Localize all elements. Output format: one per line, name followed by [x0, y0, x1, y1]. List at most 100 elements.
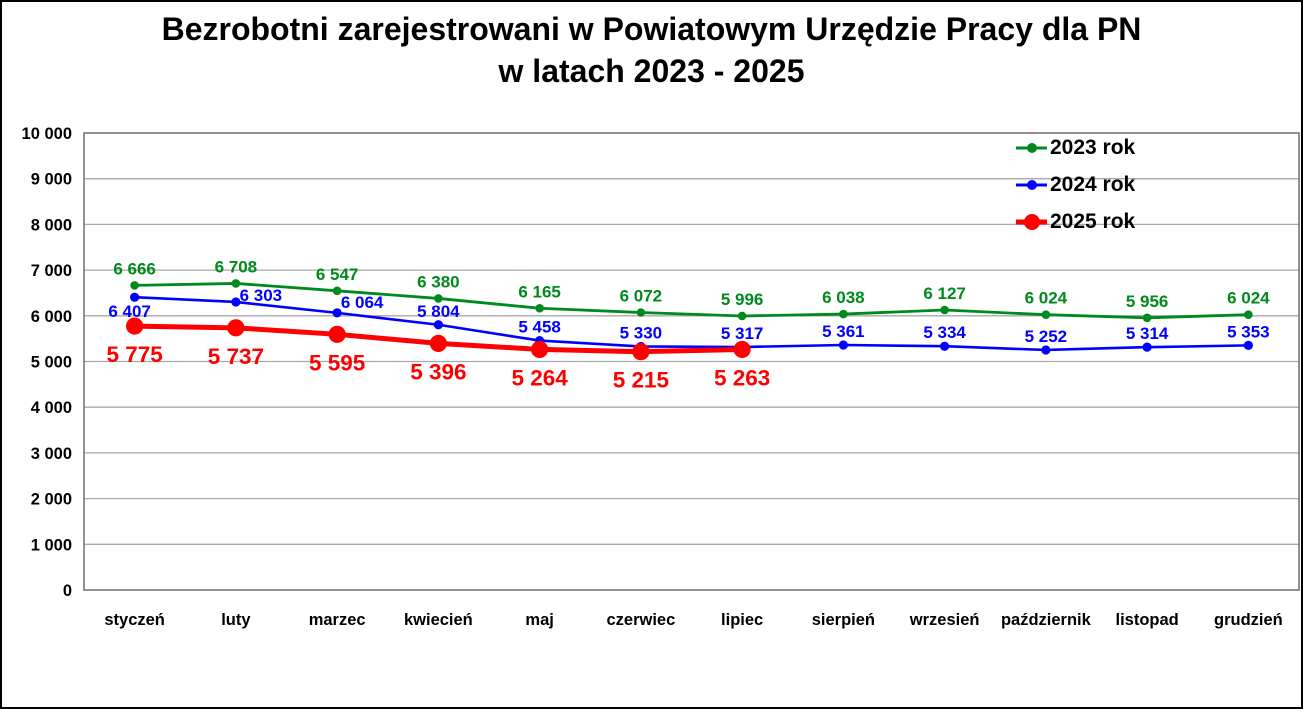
value-label-2025-rok-czerwiec: 5 215 [613, 368, 669, 393]
legend-marker-2023-icon [1016, 138, 1047, 158]
y-tick-label-1: 1 000 [31, 536, 72, 554]
point-2023-rok-październik [1041, 310, 1051, 320]
point-2023-rok-czerwiec [636, 308, 646, 317]
point-2025-rok-luty [227, 319, 245, 337]
x-tick-label-styczeń: styczeń [104, 611, 165, 629]
point-2025-rok-styczeń [126, 317, 144, 335]
point-2024-rok-sierpień [838, 340, 848, 350]
legend-label-2023: 2023 rok [1050, 136, 1136, 159]
value-label-2025-rok-marzec: 5 595 [309, 350, 365, 375]
value-label-2024-rok-grudzień: 5 353 [1227, 322, 1270, 341]
x-tick-label-luty: luty [221, 611, 251, 629]
point-2024-rok-kwiecień [433, 320, 443, 330]
value-label-2025-rok-styczeń: 5 775 [106, 342, 162, 367]
x-tick-label-czerwiec: czerwiec [606, 611, 675, 629]
x-tick-label-październik: październik [1001, 611, 1092, 629]
point-2023-rok-lipiec [737, 311, 747, 321]
value-label-2023-rok-sierpień: 6 038 [822, 288, 865, 307]
value-label-2023-rok-grudzień: 6 024 [1227, 289, 1270, 308]
value-label-2024-rok-lipiec: 5 317 [721, 324, 764, 343]
value-label-2024-rok-kwiecień: 5 804 [417, 302, 460, 321]
point-2025-rok-marzec [328, 325, 346, 343]
point-2023-rok-styczeń [130, 281, 139, 290]
y-tick-label-9: 9 000 [31, 171, 72, 189]
point-2023-rok-marzec [332, 286, 342, 296]
x-tick-label-wrzesień: wrzesień [909, 611, 980, 629]
plot-border [83, 132, 1300, 591]
value-label-2023-rok-listopad: 5 956 [1126, 292, 1169, 311]
value-label-2024-rok-październik: 5 252 [1025, 327, 1068, 346]
point-2025-rok-maj [531, 340, 549, 359]
point-2023-rok-maj [535, 303, 544, 313]
y-tick-label-7: 7 000 [31, 262, 72, 280]
legend-item-2024: 2024 rok [1016, 173, 1135, 197]
value-label-2025-rok-lipiec: 5 263 [714, 365, 770, 390]
point-2023-rok-kwiecień [434, 294, 443, 303]
x-tick-label-maj: maj [525, 611, 553, 629]
line-2024-rok [134, 295, 1249, 352]
point-2023-rok-sierpień [839, 309, 848, 319]
legend-item-2025: 2025 rok [1016, 210, 1135, 234]
value-label-2023-rok-luty: 6 708 [215, 257, 258, 276]
point-2023-rok-luty [231, 279, 241, 288]
point-2024-rok-listopad [1142, 342, 1152, 352]
point-2023-rok-grudzień [1244, 310, 1253, 320]
value-label-2023-rok-lipiec: 5 996 [721, 290, 764, 309]
x-tick-label-lipiec: lipiec [721, 611, 763, 629]
chart-title: Bezrobotni zarejestrowani w Powiatowym U… [2, 8, 1301, 92]
point-2023-rok-listopad [1142, 313, 1152, 323]
y-tick-label-5: 5 000 [31, 354, 72, 372]
y-tick-label-2: 2 000 [31, 491, 72, 509]
x-tick-label-marzec: marzec [309, 611, 366, 629]
legend-label-2025: 2025 rok [1050, 210, 1136, 233]
y-tick-label-0: 0 [63, 582, 72, 600]
value-label-2024-rok-czerwiec: 5 330 [620, 323, 663, 342]
y-tick-label-6: 6 000 [31, 308, 72, 326]
chart-title-line1: Bezrobotni zarejestrowani w Powiatowym U… [161, 11, 1142, 47]
point-2024-rok-marzec [332, 308, 342, 318]
legend-marker-2024-icon [1016, 175, 1047, 195]
point-2024-rok-wrzesień [940, 341, 950, 351]
value-label-2023-rok-kwiecień: 6 380 [417, 272, 460, 291]
y-tick-label-8: 8 000 [31, 216, 72, 234]
point-2023-rok-wrzesień [940, 305, 949, 315]
line-2023-rok [134, 282, 1249, 320]
value-label-2024-rok-sierpień: 5 361 [822, 322, 865, 341]
legend-label-2024: 2024 rok [1050, 173, 1136, 196]
y-tick-label-4: 4 000 [31, 399, 72, 417]
value-label-2025-rok-maj: 5 264 [511, 365, 568, 390]
point-2024-rok-styczeń [130, 292, 140, 302]
value-label-2025-rok-luty: 5 737 [208, 344, 264, 369]
chart-legend: 2023 rok 2024 rok 2025 rok [1016, 136, 1135, 234]
y-tick-label-3: 3 000 [31, 445, 72, 463]
value-label-2023-rok-październik: 6 024 [1025, 289, 1068, 308]
value-label-2023-rok-czerwiec: 6 072 [620, 287, 663, 306]
value-label-2024-rok-marzec: 6 064 [341, 293, 384, 312]
value-label-2023-rok-maj: 6 165 [518, 282, 561, 301]
point-2024-rok-grudzień [1243, 340, 1253, 350]
value-label-2024-rok-styczeń: 6 407 [108, 302, 151, 321]
value-label-2024-rok-maj: 5 458 [518, 318, 561, 337]
value-label-2023-rok-styczeń: 6 666 [113, 259, 156, 278]
legend-marker-2025-icon [1016, 212, 1047, 232]
x-tick-label-sierpień: sierpień [812, 611, 875, 629]
x-tick-label-listopad: listopad [1115, 611, 1178, 629]
x-tick-label-kwiecień: kwiecień [404, 611, 473, 629]
value-label-2024-rok-wrzesień: 5 334 [923, 323, 966, 342]
chart-title-line2: w latach 2023 - 2025 [498, 53, 805, 89]
x-tick-label-grudzień: grudzień [1214, 611, 1283, 629]
value-label-2024-rok-luty: 6 303 [240, 286, 283, 305]
value-label-2024-rok-listopad: 5 314 [1126, 324, 1169, 343]
y-tick-label-10: 10 000 [22, 125, 72, 143]
value-label-2025-rok-kwiecień: 5 396 [410, 359, 466, 384]
value-label-2023-rok-wrzesień: 6 127 [923, 284, 966, 303]
point-2025-rok-czerwiec [632, 343, 650, 361]
point-2025-rok-lipiec [733, 340, 751, 359]
point-2024-rok-październik [1041, 345, 1051, 355]
point-2025-rok-kwiecień [429, 334, 447, 353]
value-label-2023-rok-marzec: 6 547 [316, 265, 359, 284]
legend-item-2023: 2023 rok [1016, 136, 1135, 160]
point-2024-rok-luty [231, 297, 241, 307]
